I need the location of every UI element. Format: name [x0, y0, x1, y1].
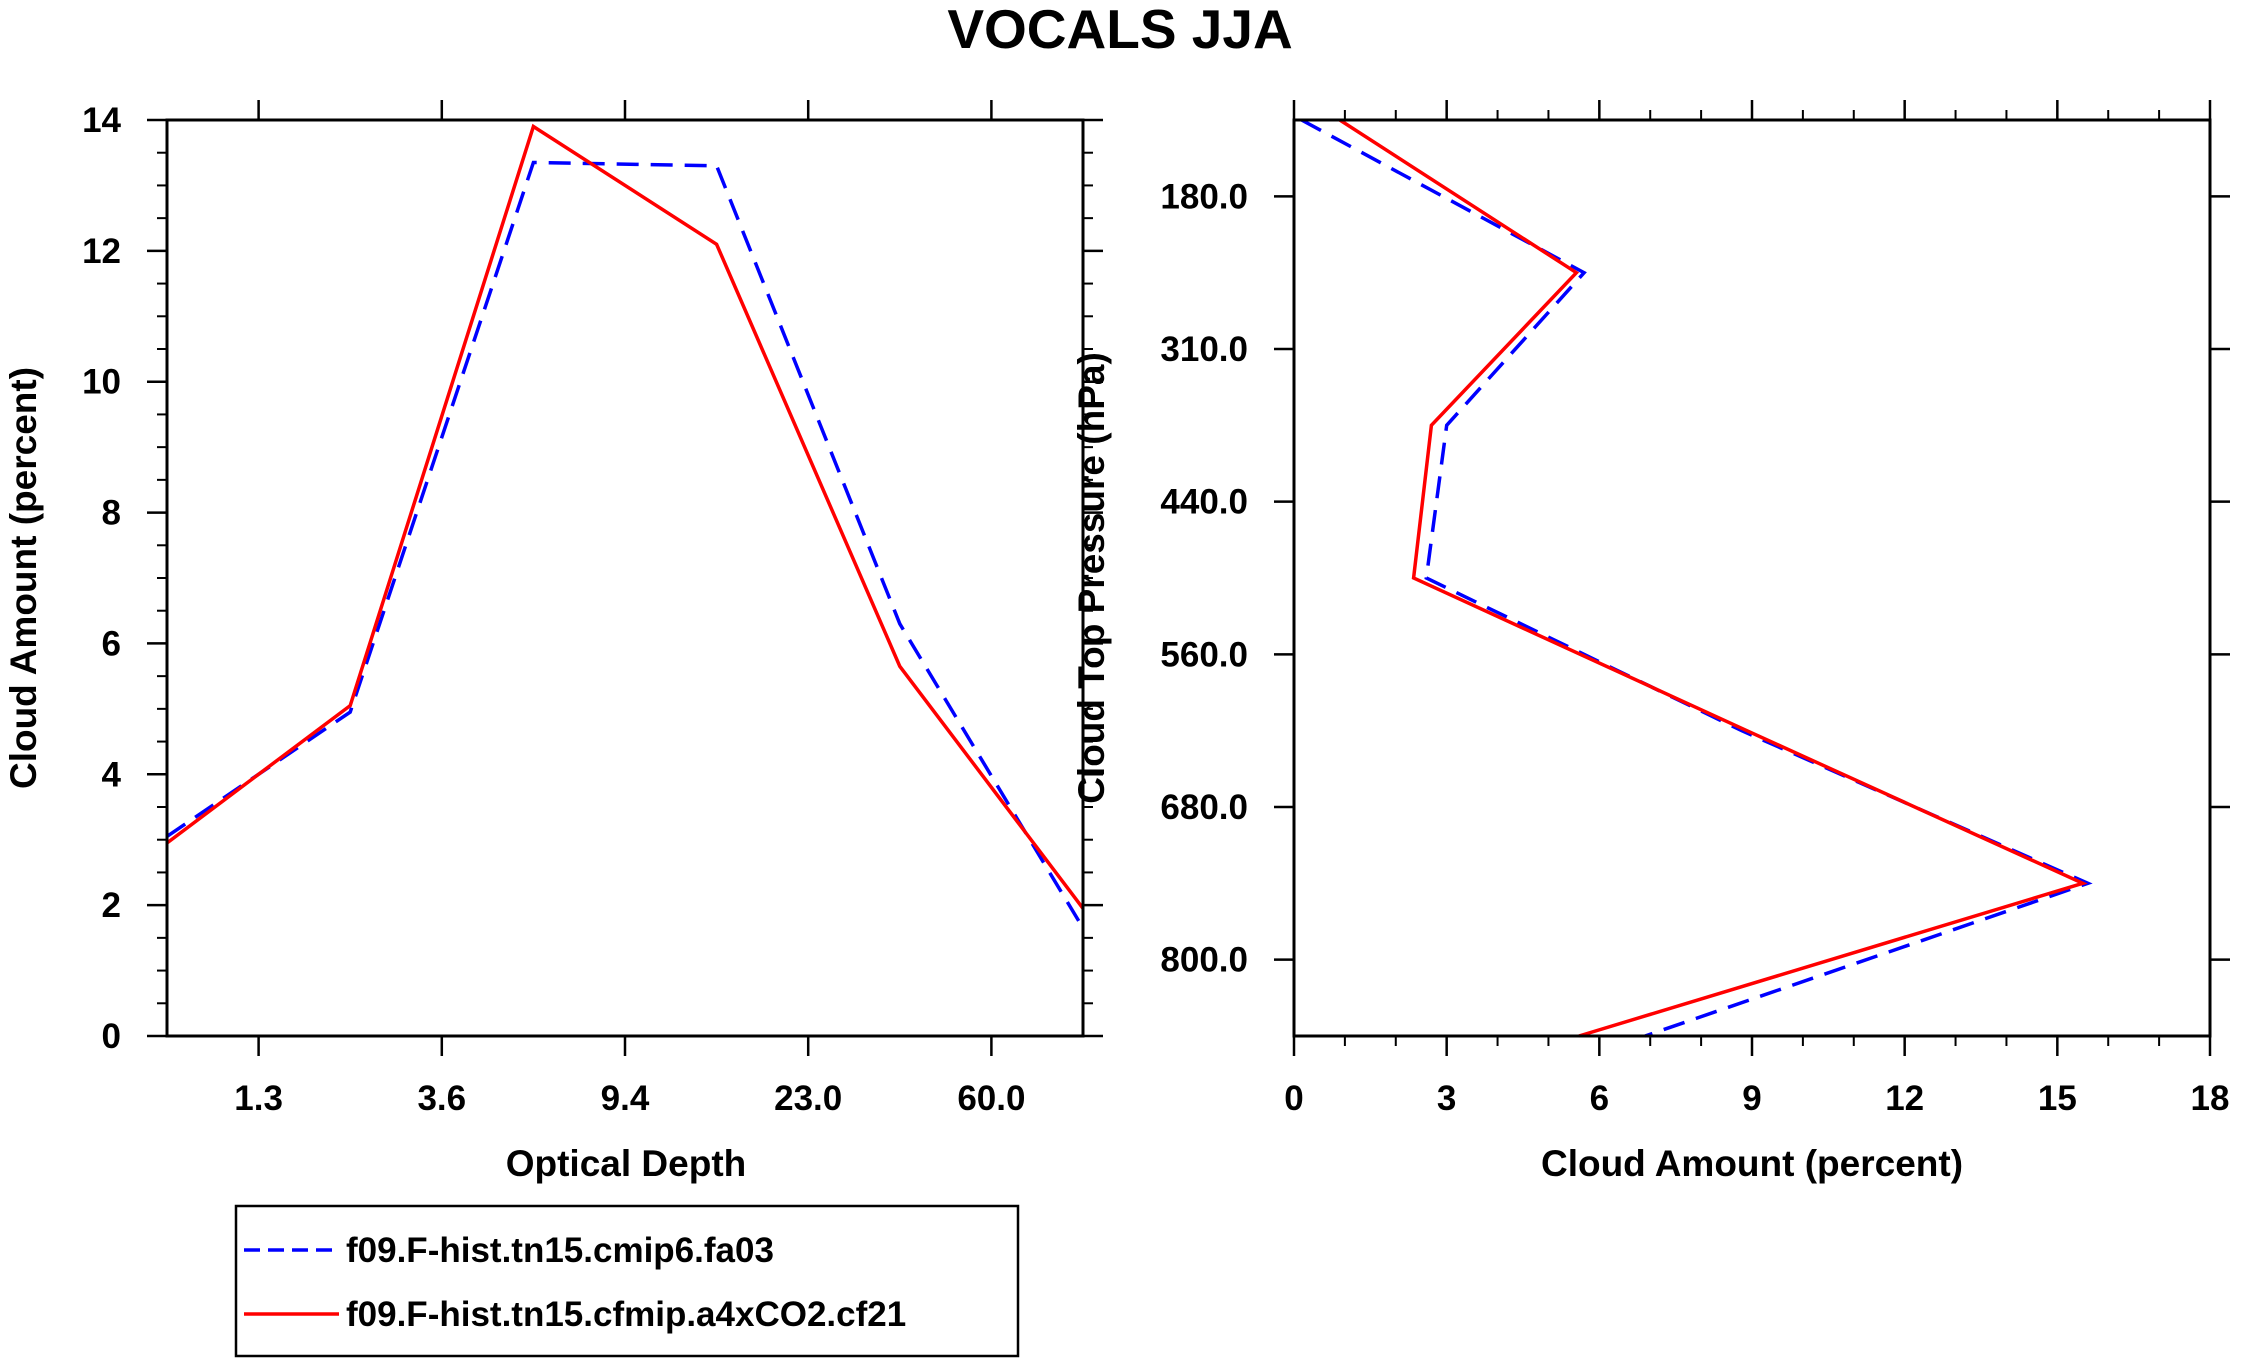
right-x-tick-label: 6	[1590, 1079, 1609, 1118]
right-y-tick-label: 560.0	[1160, 635, 1248, 674]
right-x-tick-label: 9	[1742, 1079, 1761, 1118]
right-series-lines	[1300, 118, 2093, 1038]
left-y-tick-label: 10	[82, 363, 121, 402]
legend-label-2: f09.F-hist.tn15.cfmip.a4xCO2.cf21	[346, 1295, 906, 1334]
left-y-axis-title: Cloud Amount (percent)	[3, 367, 44, 789]
left-series-line-1	[166, 160, 1085, 929]
right-panel: 0 3 6 9 12 15 18 180.0 310.0 440.0 560.0 680.0 800.0…	[1071, 100, 2230, 1184]
left-x-tick-label: 3.6	[417, 1079, 466, 1118]
right-y-tick-label: 310.0	[1160, 330, 1248, 369]
right-tick-labels: 0 3 6 9 12 15 18 180.0 310.0 440.0 560.0 680.0 800.0	[1160, 177, 2229, 1118]
right-x-tick-label: 0	[1284, 1079, 1303, 1118]
left-x-tick-label: 23.0	[774, 1079, 842, 1118]
right-y-tick-label: 680.0	[1160, 788, 1248, 827]
main-title: VOCALS JJA	[947, 0, 1292, 60]
left-x-tick-label: 1.3	[234, 1079, 283, 1118]
right-series-line-2	[1338, 118, 2088, 1038]
right-y-axis-title: Cloud Top Pressure (hPa)	[1071, 352, 1112, 804]
right-x-tick-label: 15	[2038, 1079, 2077, 1118]
left-plot-frame	[165, 118, 1085, 1038]
right-x-tick-label: 12	[1885, 1079, 1924, 1118]
right-series-line-1	[1300, 118, 2093, 1038]
legend: f09.F-hist.tn15.cmip6.fa03 f09.F-hist.tn…	[234, 1204, 1020, 1358]
left-y-tick-label: 8	[102, 494, 121, 533]
right-y-tick-label: 180.0	[1160, 177, 1248, 216]
left-y-tick-label: 0	[102, 1017, 121, 1056]
left-y-tick-label: 6	[102, 624, 121, 663]
left-x-tick-label: 60.0	[957, 1079, 1025, 1118]
right-plot-frame	[1292, 118, 2212, 1038]
left-y-tick-label: 4	[102, 755, 122, 794]
left-series-line-2	[165, 123, 1085, 910]
right-axis-ticks	[1274, 100, 2230, 1056]
right-x-tick-label: 18	[2191, 1079, 2230, 1118]
left-axis-ticks	[147, 100, 1103, 1056]
left-y-tick-label: 14	[82, 101, 121, 140]
left-x-tick-label: 9.4	[601, 1079, 650, 1118]
right-x-axis-title: Cloud Amount (percent)	[1541, 1143, 1963, 1184]
legend-box	[234, 1204, 1020, 1358]
left-tick-labels: 0 2 4 6 8 10 12 14 1.3 3.6 9.4 23.0 60.0	[82, 101, 1025, 1118]
left-y-tick-label: 2	[102, 886, 121, 925]
legend-label-1: f09.F-hist.tn15.cmip6.fa03	[346, 1231, 774, 1270]
left-series-lines	[165, 123, 1085, 929]
left-x-axis-title: Optical Depth	[506, 1143, 747, 1184]
right-y-tick-label: 440.0	[1160, 483, 1248, 522]
left-y-tick-label: 12	[82, 232, 121, 271]
right-y-tick-label: 800.0	[1160, 941, 1248, 980]
right-x-tick-label: 3	[1437, 1079, 1456, 1118]
left-panel: 0 2 4 6 8 10 12 14 1.3 3.6 9.4 23.0 60.0 Optical Dep…	[3, 100, 1103, 1184]
